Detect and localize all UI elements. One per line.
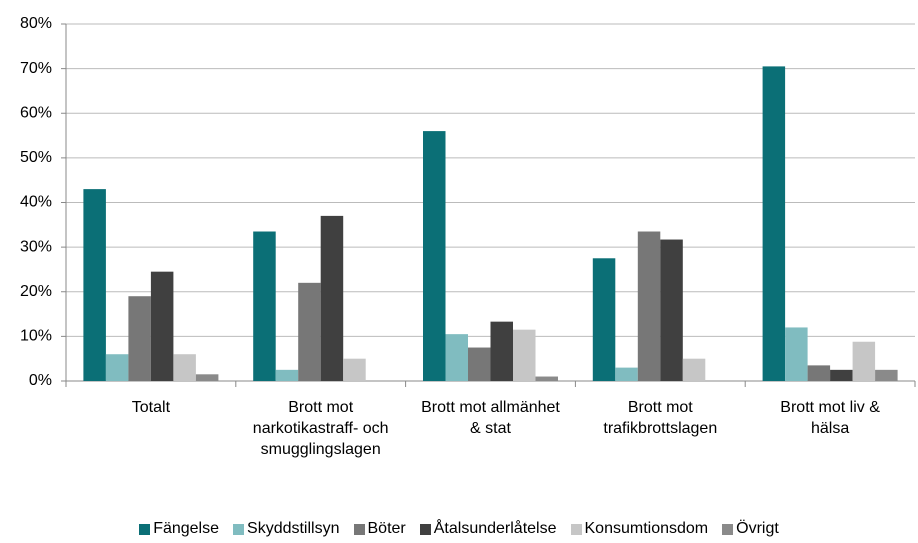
x-tick-label: Brott mot allmänhet & stat <box>421 399 560 437</box>
bar <box>513 329 536 381</box>
legend-item: Konsumtionsdom <box>570 520 709 538</box>
bar <box>83 189 106 381</box>
legend-label: Konsumtionsdom <box>584 520 709 537</box>
y-tick-label: 40% <box>20 194 52 211</box>
bar <box>592 258 616 381</box>
legend-item: Åtalsunderlåtelse <box>419 520 557 538</box>
bar <box>785 327 808 381</box>
bar <box>173 354 196 381</box>
bar <box>490 321 513 381</box>
bar <box>423 131 446 381</box>
x-tick-label: Totalt <box>131 399 171 416</box>
bar <box>535 376 558 381</box>
bar <box>762 66 786 382</box>
bar <box>150 271 174 381</box>
bar <box>253 231 276 381</box>
y-tick-label: 0% <box>29 372 52 389</box>
legend-label: Övrigt <box>736 520 779 537</box>
bar <box>615 367 638 381</box>
legend-swatch <box>419 523 431 535</box>
bar <box>275 369 299 381</box>
bar <box>468 347 491 381</box>
x-tick-label: Brott mot liv & hälsa <box>780 399 880 437</box>
legend-swatch <box>570 523 582 535</box>
bar <box>128 296 151 381</box>
bar <box>298 282 321 381</box>
bar <box>195 374 219 381</box>
y-tick-label: 60% <box>20 104 52 121</box>
bar <box>807 365 831 381</box>
legend-swatch <box>722 523 734 535</box>
bar <box>343 358 366 381</box>
legend-swatch <box>233 523 245 535</box>
y-tick-label: 70% <box>20 60 52 77</box>
bar <box>830 369 853 381</box>
y-tick-label: 80% <box>20 15 52 32</box>
bar <box>105 354 129 381</box>
legend-item: Fängelse <box>139 520 219 538</box>
y-tick-label: 10% <box>20 328 52 345</box>
y-tick-label: 20% <box>20 283 52 300</box>
legend-item: Böter <box>353 520 406 538</box>
legend-swatch <box>353 523 365 535</box>
legend-swatch <box>139 523 151 535</box>
bar <box>637 231 661 381</box>
legend-item: Skyddstillsyn <box>233 520 340 538</box>
legend: Fängelse Skyddstillsyn Böter Åtalsunderlåte… <box>0 520 918 538</box>
bar <box>660 239 683 381</box>
legend-label: Åtalsunderlåtelse <box>433 520 557 537</box>
legend-item: Övrigt <box>722 520 779 538</box>
bar <box>852 341 876 381</box>
x-tick-label: Brott mot narkotikastraff- och smuggling… <box>252 399 389 458</box>
legend-label: Böter <box>367 520 406 537</box>
x-tick-label: Brott mot trafikbrottslagen <box>603 399 718 437</box>
legend-label: Fängelse <box>153 520 220 537</box>
y-tick-label: 50% <box>20 149 52 166</box>
y-tick-label: 30% <box>20 238 52 255</box>
bar <box>682 358 706 381</box>
bar <box>445 334 468 381</box>
legend-label: Skyddstillsyn <box>247 520 340 537</box>
bar <box>875 369 898 381</box>
bar <box>320 215 344 381</box>
